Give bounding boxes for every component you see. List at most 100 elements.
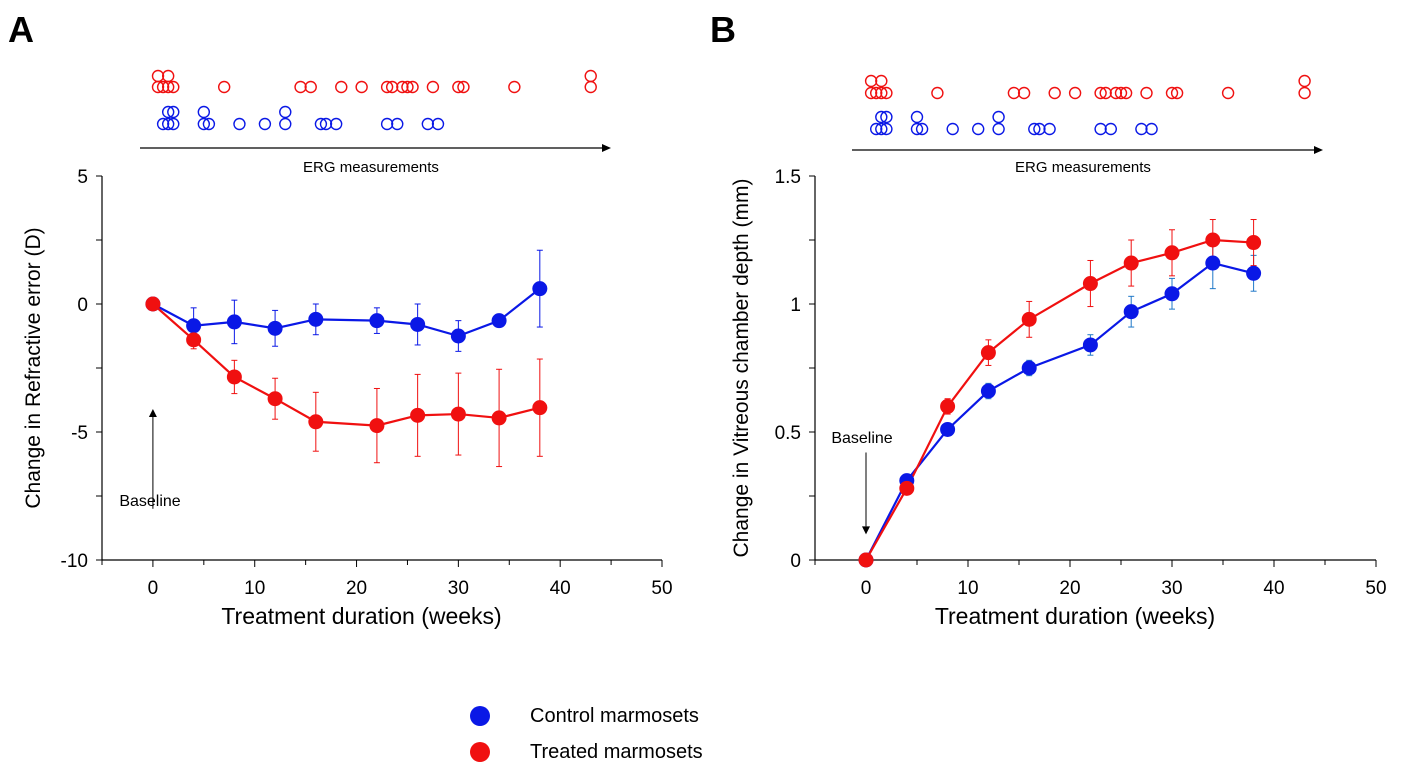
erg-dot-control [992, 110, 1005, 124]
erg-dot-treated [508, 80, 521, 94]
x-tick-label: 20 [346, 578, 367, 599]
baseline-arrowhead [148, 408, 157, 417]
y-axis-title: Change in Refractive error (D) [22, 227, 45, 508]
erg-dot-control [1094, 122, 1107, 136]
erg-dot-control [161, 105, 175, 119]
erg-dot-control [279, 117, 292, 131]
data-point-treated [145, 296, 161, 312]
erg-dot-treated [156, 80, 170, 94]
erg-dot-control [946, 122, 959, 136]
erg-dot-treated [1298, 74, 1311, 88]
erg-dot-treated [161, 69, 175, 83]
erg-dot-control [391, 117, 404, 131]
erg-dot-control [910, 110, 924, 124]
x-tick-label: 40 [550, 578, 571, 599]
erg-dot-treated [864, 74, 878, 88]
data-point-control [532, 281, 548, 297]
erg-dot-control [258, 117, 272, 131]
erg-dot-control [910, 122, 924, 136]
erg-dot-treated [401, 80, 414, 94]
series-line-control [152, 287, 541, 338]
data-point-treated [532, 400, 548, 416]
data-point-treated [1205, 232, 1221, 248]
erg-dot-treated [335, 80, 348, 94]
erg-dot-treated [931, 86, 944, 100]
erg-dot-treated [396, 80, 409, 94]
erg-dot-treated [880, 86, 893, 100]
data-point-treated [1164, 245, 1180, 261]
erg-dot-control [279, 105, 292, 119]
erg-dot-control [431, 117, 445, 131]
erg-dot-treated [1109, 86, 1123, 100]
legend: Control marmosets Treated marmosets [470, 698, 703, 770]
data-point-control [491, 313, 507, 329]
data-point-treated [899, 480, 915, 496]
legend-label-control: Control marmosets [530, 704, 699, 727]
data-point-control [226, 314, 242, 330]
erg-dot-treated [355, 80, 368, 94]
erg-dot-control [167, 105, 180, 119]
legend-label-treated: Treated marmosets [530, 740, 703, 763]
data-point-treated [1123, 255, 1139, 271]
erg-dot-control [1043, 122, 1056, 136]
data-point-treated [980, 345, 996, 361]
data-point-treated [491, 410, 507, 426]
data-point-control [369, 313, 385, 329]
erg-dot-control [197, 105, 211, 119]
y-tick-label: -10 [61, 551, 88, 572]
y-axis-title: Change in Vitreous chamber depth (mm) [730, 179, 753, 558]
erg-dot-control [329, 117, 343, 131]
erg-dot-control [197, 117, 211, 131]
baseline-arrowhead [862, 526, 870, 535]
erg-dot-control [1145, 122, 1158, 136]
panel-label: B [710, 9, 736, 50]
series-line-control [865, 261, 1254, 561]
legend-item-control: Control marmosets [470, 698, 703, 734]
series-line-treated [152, 303, 541, 427]
legend-marker-control [470, 706, 490, 726]
erg-dot-treated [1119, 86, 1133, 100]
data-point-treated [369, 418, 385, 434]
y-tick-label: 5 [77, 167, 88, 188]
data-point-control [1021, 360, 1037, 376]
data-point-control [450, 328, 466, 344]
data-point-treated [410, 407, 426, 423]
x-tick-label: 30 [448, 578, 469, 599]
data-point-treated [940, 398, 956, 414]
y-tick-label: 1 [790, 295, 801, 316]
erg-dot-treated [1170, 86, 1184, 100]
erg-dot-treated [1099, 86, 1112, 100]
data-point-treated [1246, 235, 1262, 251]
erg-dot-treated [1094, 86, 1107, 100]
data-point-treated [308, 414, 324, 430]
data-point-control [308, 311, 324, 327]
x-axis-title: Treatment duration (weeks) [935, 603, 1215, 629]
x-tick-label: 0 [148, 578, 159, 599]
erg-dot-control [1135, 122, 1148, 136]
erg-label: ERG measurements [303, 159, 439, 176]
chart-panel-b: B 0 10 20 30 40 50 0 0.5 1 1.5 Treatment duration (… [710, 9, 1387, 629]
erg-dot-treated [1114, 86, 1128, 100]
erg-dot-control [314, 117, 328, 131]
erg-dot-treated [870, 86, 883, 100]
x-tick-label: 0 [861, 578, 872, 599]
y-tick-label: 0 [77, 295, 88, 316]
series-line-treated [865, 238, 1254, 561]
data-point-control [1205, 255, 1221, 271]
erg-dot-control [875, 122, 888, 136]
erg-dot-treated [1007, 86, 1021, 100]
data-point-treated [450, 406, 466, 422]
erg-arrowhead [602, 144, 611, 152]
data-point-treated [1082, 276, 1098, 292]
erg-dot-treated [294, 80, 307, 94]
erg-dot-control [161, 117, 175, 131]
erg-dot-control [972, 122, 985, 136]
data-point-control [267, 320, 283, 336]
erg-dot-control [870, 122, 883, 136]
data-point-treated [226, 369, 242, 385]
data-point-control [1246, 265, 1262, 281]
x-tick-label: 10 [957, 578, 978, 599]
data-point-treated [267, 391, 283, 407]
erg-dot-treated [1140, 86, 1153, 100]
